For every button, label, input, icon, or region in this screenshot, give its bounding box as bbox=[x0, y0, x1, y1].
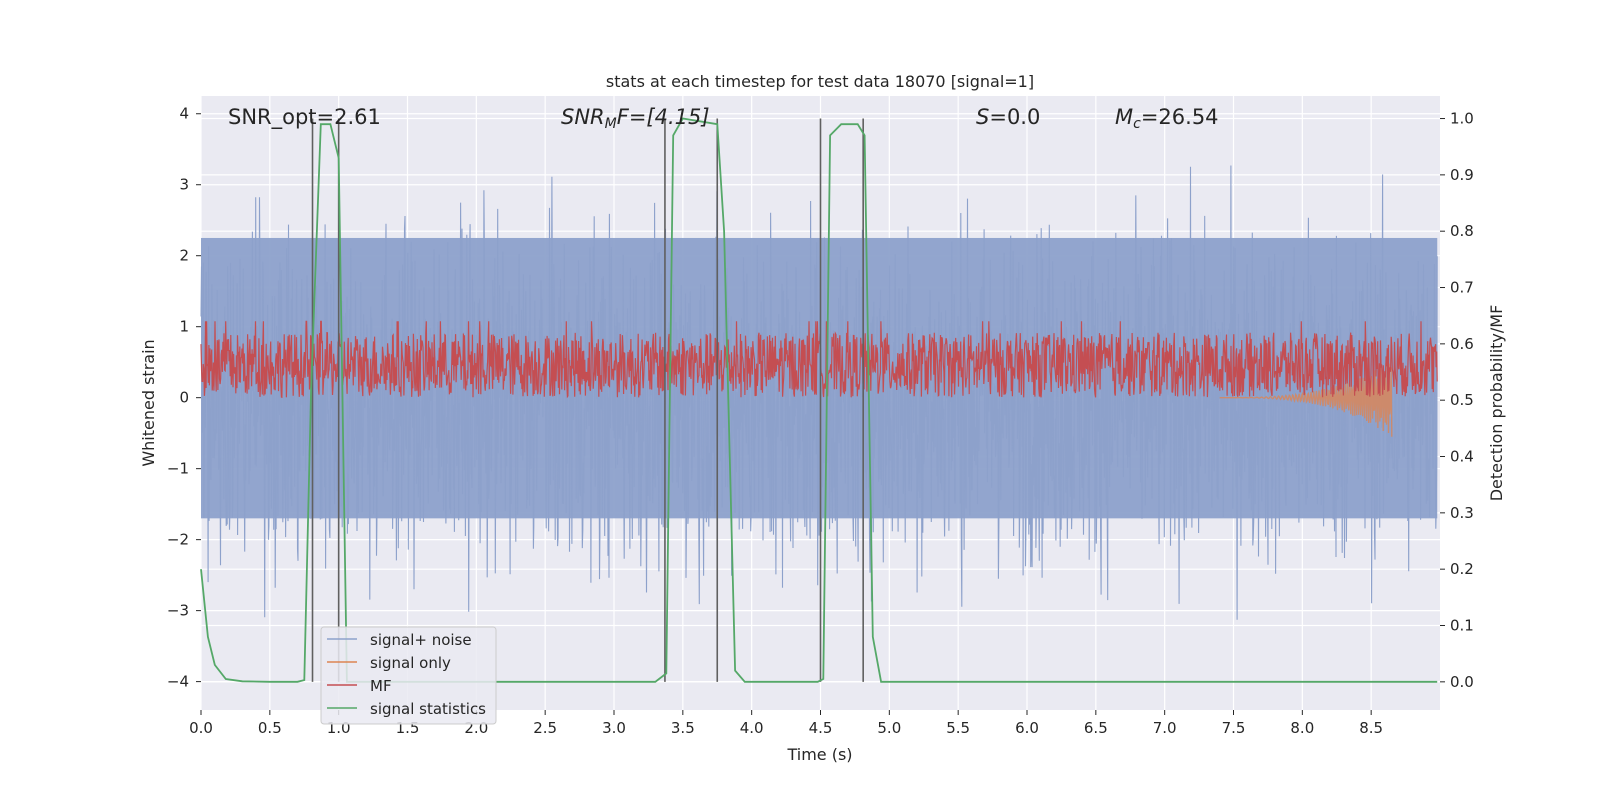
x-tick-label: 5.5 bbox=[946, 719, 970, 737]
series-signal-only bbox=[1219, 362, 1393, 437]
x-tick-label: 5.0 bbox=[877, 719, 901, 737]
series-mf bbox=[200, 320, 1438, 399]
legend-label-signal-noise: signal+ noise bbox=[370, 631, 472, 649]
chart-title: stats at each timestep for test data 180… bbox=[606, 72, 1034, 91]
legend-label-signal-statistics: signal statistics bbox=[370, 700, 486, 718]
right-tick-label: 1.0 bbox=[1450, 110, 1474, 128]
left-tick-label: −1 bbox=[167, 460, 189, 478]
x-tick-label: 8.0 bbox=[1290, 719, 1314, 737]
series-signal-statistics bbox=[200, 117, 1438, 683]
y-axis-label-right: Detection probability/MF bbox=[1487, 305, 1506, 502]
right-tick-label: 0.5 bbox=[1450, 391, 1474, 409]
x-tick-label: 7.5 bbox=[1222, 719, 1246, 737]
x-tick-label: 8.5 bbox=[1359, 719, 1383, 737]
left-tick-label: 2 bbox=[179, 247, 189, 265]
annotation-s: S=0.0 bbox=[976, 105, 1040, 129]
x-tick-label: 6.0 bbox=[1015, 719, 1039, 737]
right-tick-label: 0.3 bbox=[1450, 504, 1474, 522]
right-tick-label: 0.2 bbox=[1450, 560, 1474, 578]
x-tick-label: 0.0 bbox=[189, 719, 213, 737]
left-tick-label: 4 bbox=[179, 105, 189, 123]
signal-only-trace bbox=[1219, 362, 1393, 437]
right-tick-label: 0.8 bbox=[1450, 222, 1474, 240]
left-tick-label: −4 bbox=[167, 673, 189, 691]
x-tick-label: 0.5 bbox=[258, 719, 282, 737]
legend-label-signal-only: signal only bbox=[370, 654, 451, 672]
left-tick-label: 1 bbox=[179, 318, 189, 336]
legend-label-mf: MF bbox=[370, 677, 392, 695]
x-tick-label: 4.5 bbox=[809, 719, 833, 737]
mf-trace bbox=[200, 320, 1438, 399]
x-tick-label: 4.0 bbox=[740, 719, 764, 737]
x-tick-label: 3.5 bbox=[671, 719, 695, 737]
right-tick-label: 0.1 bbox=[1450, 617, 1474, 635]
annotation-mc: Mc=26.54 bbox=[1115, 105, 1219, 132]
left-tick-label: −3 bbox=[167, 602, 189, 620]
x-tick-label: 7.0 bbox=[1153, 719, 1177, 737]
right-tick-label: 0.6 bbox=[1450, 335, 1474, 353]
right-tick-label: 0.0 bbox=[1450, 673, 1474, 691]
legend: signal+ noise signal only MF signal stat… bbox=[320, 626, 497, 725]
vertical-markers bbox=[311, 118, 864, 682]
right-tick-label: 0.9 bbox=[1450, 166, 1474, 184]
left-tick-label: 0 bbox=[179, 389, 189, 407]
left-tick-label: 3 bbox=[179, 176, 189, 194]
right-tick-label: 0.7 bbox=[1450, 279, 1474, 297]
x-tick-label: 2.5 bbox=[533, 719, 557, 737]
annotation-snr-opt: SNR_opt=2.61 bbox=[228, 105, 381, 130]
x-tick-label: 3.0 bbox=[602, 719, 626, 737]
signal-statistics-line bbox=[200, 117, 1438, 683]
right-tick-label: 0.4 bbox=[1450, 448, 1474, 466]
right-axis-ticks: 1.0 0.9 0.8 0.7 0.6 0.5 0.4 0.3 0.2 0.1 0.0 bbox=[1440, 110, 1474, 691]
legend-box bbox=[320, 626, 497, 725]
y-axis-label-left: Whitened strain bbox=[139, 339, 158, 466]
left-axis-ticks: 4 3 2 1 0 −1 −2 −3 −4 bbox=[167, 105, 201, 691]
left-tick-label: −2 bbox=[167, 531, 189, 549]
x-axis-label: Time (s) bbox=[786, 745, 852, 764]
x-tick-label: 6.5 bbox=[1084, 719, 1108, 737]
annotation-snr-mf: SNRMF=[4.15] bbox=[561, 105, 710, 132]
